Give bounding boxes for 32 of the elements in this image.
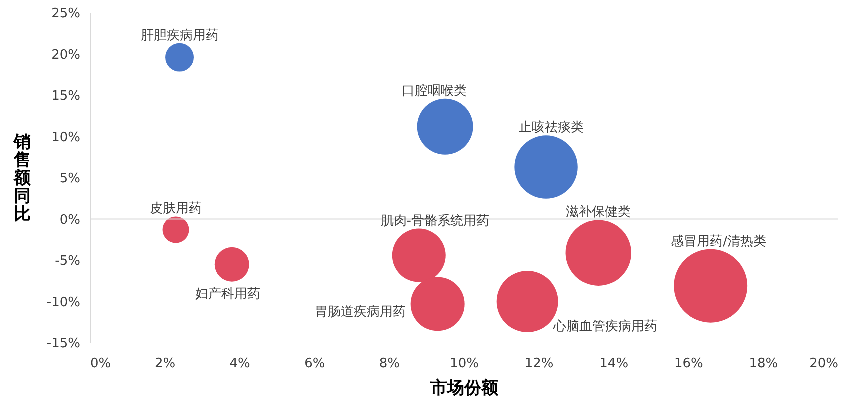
annotation: 滋补保健类 (566, 205, 632, 220)
x-tick-label: 4% (230, 356, 250, 372)
x-tick-label: 2% (154, 356, 176, 372)
x-tick-label: 0% (90, 356, 112, 372)
y-tick-label: 0% (60, 212, 80, 228)
y-tick-label: 10% (52, 130, 80, 146)
annotation: 肝胆疾病用药 (140, 28, 219, 44)
annotation: 肌肉-骨骼系统用药 (380, 214, 490, 229)
x-tick-label: 18% (749, 356, 778, 372)
y-tick-label: -10% (46, 295, 80, 310)
annotation: 胃肠道疾病用药 (314, 305, 406, 320)
x-tick-label: 8% (379, 356, 400, 372)
x-tick-label: 10% (450, 356, 479, 372)
annotation: 口腔咽喉类 (402, 84, 467, 99)
x-tick-label: 16% (674, 356, 704, 372)
y-tick-label: 15% (52, 89, 80, 104)
annotation: 妇产科用药 (196, 286, 261, 302)
y-tick-label: -15% (46, 336, 80, 352)
y-tick-label: 25% (52, 6, 80, 22)
annotation: 皮肤用药 (150, 202, 202, 217)
x-axis-title: 市场份额 (430, 378, 500, 398)
annotation: 止咳祛痰类 (518, 120, 584, 136)
y-tick-label: 20% (52, 48, 80, 63)
x-tick-label: 6% (304, 356, 326, 372)
x-tick-label: 12% (524, 356, 554, 372)
y-tick-label: 5% (60, 172, 80, 186)
annotation: 心脑血管疾病用药 (552, 318, 658, 334)
annotation: 感冒用药/清热类 (671, 234, 767, 250)
x-tick-label: 20% (810, 356, 838, 372)
y-tick-label: -5% (55, 254, 80, 269)
y-axis-title: 销售额同比 (13, 132, 32, 224)
x-tick-label: 14% (600, 356, 629, 372)
